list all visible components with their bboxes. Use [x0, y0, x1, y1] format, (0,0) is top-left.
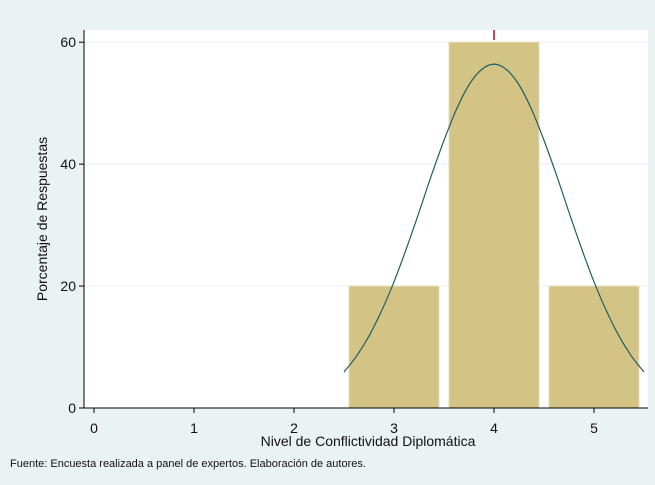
y-tick-label: 40	[60, 156, 76, 172]
x-tick-label: 4	[490, 420, 498, 436]
bar	[448, 41, 540, 409]
x-tick-label: 3	[390, 420, 398, 436]
y-tick-label: 20	[60, 278, 76, 294]
y-tick-label: 0	[68, 400, 76, 416]
x-tick-label: 2	[290, 420, 298, 436]
y-tick-label: 60	[60, 34, 76, 50]
source-note: Fuente: Encuesta realizada a panel de ex…	[10, 458, 366, 470]
bar	[348, 285, 440, 409]
y-axis-title: Porcentaje de Respuestas	[34, 137, 50, 301]
x-tick-label: 1	[190, 420, 198, 436]
normal-curve	[343, 63, 645, 373]
x-tick-label: 5	[590, 420, 598, 436]
bar	[548, 285, 640, 409]
x-tick-label: 0	[90, 420, 98, 436]
x-axis-title: Nivel de Conflictividad Diplomática	[261, 433, 476, 449]
